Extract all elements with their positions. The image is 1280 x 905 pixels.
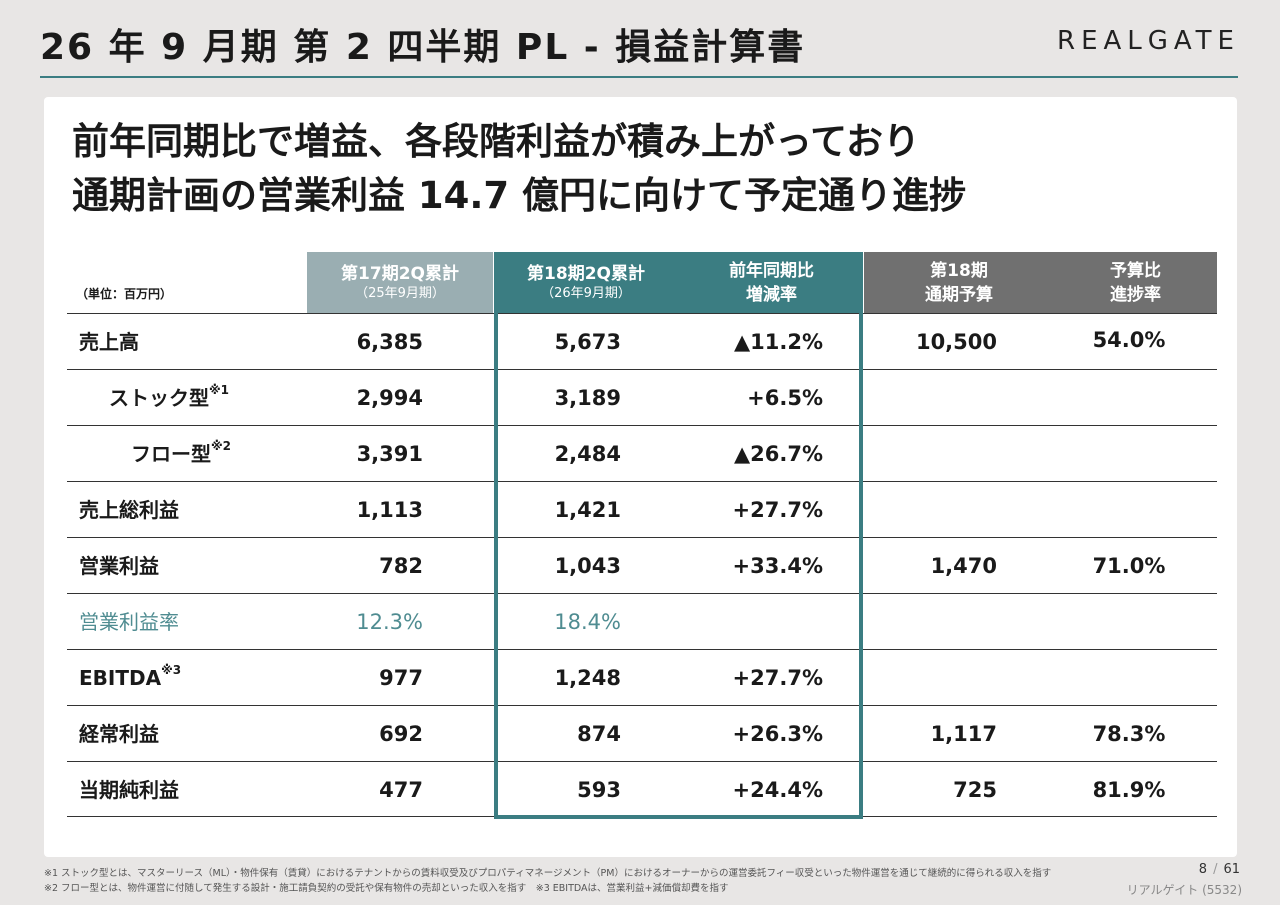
row-label: ストック型※1 [109, 370, 229, 426]
cell-yoy: +6.5% [747, 386, 823, 410]
cell-prev: 12.3% [356, 610, 423, 634]
column-header-prev: 第17期2Q累計 （25年9月期） [307, 252, 493, 314]
row-label: 経常利益 [79, 722, 159, 746]
cell-ratio: 78.3% [1092, 722, 1166, 746]
cell-current: 1,043 [554, 554, 621, 578]
cell-yoy: +27.7% [732, 666, 823, 690]
column-header-current-sub: （26年9月期） [541, 286, 631, 301]
column-header-plan: 第18期 通期予算 [864, 252, 1054, 314]
cell-prev: 2,994 [356, 386, 423, 410]
table-row: 営業利益率 12.3% 18.4% [67, 593, 1217, 649]
cell-current: 3,189 [554, 386, 621, 410]
column-header-current-title: 第18期2Q累計 [527, 264, 645, 284]
headline: 前年同期比で増益、各段階利益が積み上がっており 通期計画の営業利益 14.7 億… [72, 115, 966, 223]
table-row: 売上総利益 1,113 1,421 +27.7% [67, 481, 1217, 537]
page-current: 8 [1198, 862, 1208, 877]
footnote-2: ※2 フロー型とは、物件運営に付随して発生する設計・施工請負契約の受託や保有物件… [44, 883, 729, 894]
column-header-current: 第18期2Q累計 （26年9月期） [494, 252, 678, 314]
column-header-yoy: 前年同期比 増減率 [680, 252, 863, 314]
row-label: フロー型※2 [131, 426, 231, 482]
cell-prev: 477 [379, 778, 423, 802]
cell-prev: 1,113 [356, 498, 423, 522]
cell-prev: 977 [379, 666, 423, 690]
cell-current: 593 [577, 778, 621, 802]
cell-current: 18.4% [554, 610, 621, 634]
cell-plan: 725 [953, 778, 997, 802]
table-row: 営業利益 782 1,043 +33.4% 1,470 71.0% [67, 537, 1217, 593]
company-name-ticker: リアルゲイト (5532) [1126, 883, 1242, 897]
footnote-1: ※1 ストック型とは、マスターリース（ML）・物件保有（賃貸）におけるテナントか… [44, 868, 1052, 879]
column-header-prev-sub: （25年9月期） [355, 286, 445, 301]
column-header-ratio: 予算比 進捗率 [1054, 252, 1217, 314]
row-label: 営業利益率 [79, 610, 179, 634]
cell-current: 1,421 [554, 498, 621, 522]
footnote-ref: ※1 [209, 383, 230, 397]
cell-plan: 1,470 [930, 554, 997, 578]
page-separator: / [1213, 862, 1218, 877]
row-label: 売上高 [79, 330, 139, 354]
table-row: ストック型※1 2,994 3,189 +6.5% [67, 369, 1217, 425]
cell-ratio: 54.0% [1092, 328, 1166, 352]
page-title: 26 年 9 月期 第 2 四半期 PL - 損益計算書 [40, 27, 806, 68]
cell-prev: 6,385 [356, 330, 423, 354]
cell-prev: 782 [379, 554, 423, 578]
table-row: EBITDA※3 977 1,248 +27.7% [67, 649, 1217, 705]
unit-label: （単位：百万円） [76, 287, 173, 301]
cell-yoy: ▲11.2% [733, 330, 823, 354]
row-label-text: ストック型 [109, 386, 209, 410]
column-header-current-bg [494, 252, 863, 314]
row-label: 当期純利益 [79, 778, 179, 802]
headline-line-2: 通期計画の営業利益 14.7 億円に向けて予定通り進捗 [72, 174, 967, 217]
page-number: 8 / 61 [1199, 862, 1240, 877]
footnote-ref: ※3 [161, 663, 182, 677]
footnotes: ※1 ストック型とは、マスターリース（ML）・物件保有（賃貸）におけるテナントか… [44, 866, 1051, 896]
content-card [44, 97, 1237, 857]
row-label: EBITDA※3 [79, 650, 181, 706]
company-logo: REALGATE [1057, 26, 1240, 56]
column-header-prev-title: 第17期2Q累計 [341, 264, 459, 284]
header-divider [40, 76, 1238, 78]
cell-plan: 1,117 [930, 722, 997, 746]
cell-current: 5,673 [554, 330, 621, 354]
row-label-text: フロー型 [131, 442, 211, 466]
row-label: 営業利益 [79, 554, 159, 578]
table-row: 売上高 6,385 5,673 ▲11.2% 10,500 54.0% [67, 313, 1217, 369]
cell-yoy: +27.7% [732, 498, 823, 522]
current-period-highlight-frame [494, 312, 863, 819]
slide-header: 26 年 9 月期 第 2 四半期 PL - 損益計算書 REALGATE [40, 18, 1240, 68]
footnote-ref: ※2 [211, 439, 232, 453]
column-header-ratio-line1: 予算比 [1110, 261, 1161, 281]
row-label: 売上総利益 [79, 498, 179, 522]
table-row: 当期純利益 477 593 +24.4% 725 81.9% [67, 761, 1217, 817]
cell-ratio: 81.9% [1092, 778, 1166, 802]
cell-prev: 692 [379, 722, 423, 746]
row-label-text: EBITDA [79, 666, 162, 690]
cell-current: 874 [577, 722, 621, 746]
column-header-yoy-line2: 増減率 [746, 285, 797, 305]
page-total: 61 [1223, 862, 1240, 877]
table-row: フロー型※2 3,391 2,484 ▲26.7% [67, 425, 1217, 481]
column-header-plan-line1: 第18期 [930, 261, 988, 281]
cell-ratio: 71.0% [1092, 554, 1166, 578]
cell-yoy: +26.3% [732, 722, 823, 746]
cell-yoy: ▲26.7% [733, 442, 823, 466]
column-header-plan-line2: 通期予算 [925, 285, 993, 305]
cell-current: 2,484 [554, 442, 621, 466]
table-row: 経常利益 692 874 +26.3% 1,117 78.3% [67, 705, 1217, 761]
cell-prev: 3,391 [356, 442, 423, 466]
column-header-plan-bg [864, 252, 1217, 314]
cell-yoy: +33.4% [732, 554, 823, 578]
column-header-ratio-line2: 進捗率 [1110, 285, 1161, 305]
column-header-yoy-line1: 前年同期比 [729, 261, 814, 281]
cell-current: 1,248 [554, 666, 621, 690]
cell-yoy: +24.4% [732, 778, 823, 802]
headline-line-1: 前年同期比で増益、各段階利益が積み上がっており [72, 120, 921, 163]
cell-plan: 10,500 [915, 330, 997, 354]
